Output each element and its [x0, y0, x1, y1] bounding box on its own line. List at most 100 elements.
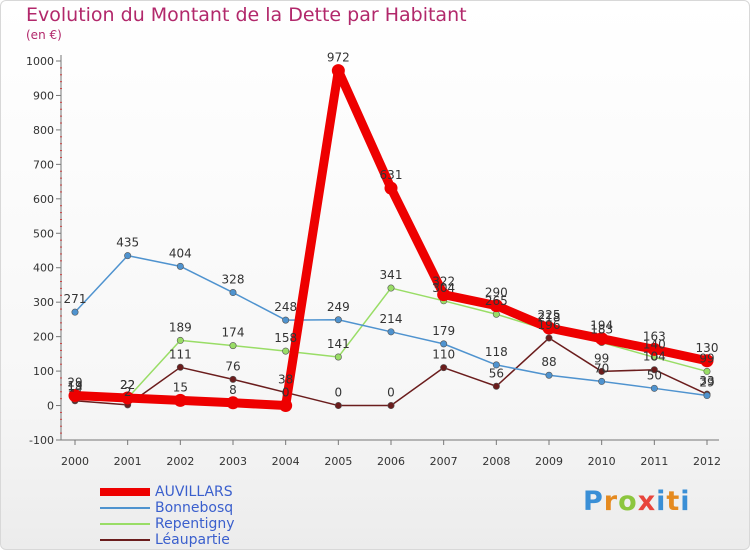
- data-point: [545, 334, 553, 342]
- data-label: 104: [643, 350, 666, 364]
- data-label: 183: [590, 322, 613, 336]
- x-tick-label: 2009: [535, 455, 563, 468]
- data-point: [173, 393, 187, 407]
- x-tick-label: 2002: [166, 455, 194, 468]
- data-label: 196: [538, 318, 561, 332]
- y-tick-label: 300: [33, 296, 54, 309]
- data-point: [384, 181, 398, 195]
- data-label: 158: [274, 331, 297, 345]
- chart-title: Evolution du Montant de la Dette par Hab…: [26, 4, 467, 26]
- x-tick-label: 2000: [61, 455, 89, 468]
- x-tick-label: 2012: [693, 455, 721, 468]
- data-point: [387, 328, 395, 336]
- data-point: [71, 308, 79, 316]
- data-label: 56: [489, 366, 504, 380]
- data-label: 265: [485, 294, 508, 308]
- data-label: 248: [274, 300, 297, 314]
- data-label: 50: [647, 368, 662, 382]
- data-point: [595, 332, 609, 346]
- legend-swatch: [100, 523, 150, 525]
- data-label: 174: [222, 326, 245, 340]
- data-label: 0: [282, 386, 290, 400]
- data-label: 99: [594, 351, 609, 365]
- data-point: [437, 288, 451, 302]
- data-point: [598, 367, 606, 375]
- data-point: [229, 375, 237, 383]
- y-tick-label: -100: [29, 434, 54, 447]
- data-label: 328: [222, 273, 245, 287]
- x-tick-label: 2007: [430, 455, 458, 468]
- data-label: 140: [643, 337, 666, 351]
- legend-item: Repentigny: [100, 516, 360, 532]
- data-point: [440, 364, 448, 372]
- legend-label: Bonnebosq: [155, 500, 234, 516]
- data-label: 0: [387, 386, 395, 400]
- legend-swatch: [100, 507, 150, 509]
- data-point: [334, 402, 342, 410]
- data-point: [387, 284, 395, 292]
- data-label: 631: [380, 168, 403, 182]
- data-label: 972: [327, 51, 350, 65]
- data-label: 14: [67, 381, 82, 395]
- data-label: 404: [169, 246, 192, 260]
- data-label: 8: [229, 383, 237, 397]
- legend-label: Repentigny: [155, 516, 235, 532]
- data-label: 76: [225, 359, 240, 373]
- data-point: [176, 336, 184, 344]
- y-tick-label: 1000: [26, 55, 54, 68]
- y-tick-label: 800: [33, 124, 54, 137]
- data-point: [282, 316, 290, 324]
- legend-item: Léaupartie: [100, 532, 360, 548]
- legend-item: AUVILLARS: [100, 484, 360, 500]
- data-label: 179: [432, 324, 455, 338]
- data-label: 99: [699, 351, 714, 365]
- y-tick-label: 600: [33, 193, 54, 206]
- data-label: 2: [124, 385, 132, 399]
- data-point: [124, 252, 132, 260]
- data-label: 33: [699, 374, 714, 388]
- legend: AUVILLARS Bonnebosq Repentigny Léaupartie: [100, 484, 360, 548]
- data-label: 163: [643, 329, 666, 343]
- x-tick-label: 2006: [377, 455, 405, 468]
- x-tick-label: 2010: [588, 455, 616, 468]
- data-point: [650, 366, 658, 374]
- data-point: [387, 402, 395, 410]
- data-point: [703, 392, 711, 400]
- data-label: 111: [169, 347, 192, 361]
- data-point: [703, 367, 711, 375]
- data-label: 322: [432, 275, 455, 289]
- data-label: 218: [538, 310, 561, 324]
- y-tick-label: 100: [33, 365, 54, 378]
- data-label: 341: [380, 268, 403, 282]
- data-point: [650, 384, 658, 392]
- legend-item: Bonnebosq: [100, 500, 360, 516]
- y-tick-label: 700: [33, 158, 54, 171]
- legend-swatch: [100, 488, 150, 496]
- data-point: [331, 64, 345, 78]
- data-point: [700, 354, 714, 368]
- data-label: 118: [485, 345, 508, 359]
- y-tick-label: 400: [33, 262, 54, 275]
- data-label: 214: [380, 312, 403, 326]
- x-tick-label: 2001: [114, 455, 142, 468]
- y-tick-label: 0: [47, 400, 54, 413]
- data-point: [176, 363, 184, 371]
- data-label: 29: [699, 376, 714, 390]
- data-point: [489, 299, 503, 313]
- data-label: 290: [485, 286, 508, 300]
- data-label: 22: [120, 378, 135, 392]
- data-label: 19: [67, 379, 82, 393]
- data-label: 130: [696, 341, 719, 355]
- data-point: [121, 391, 135, 405]
- x-tick-label: 2003: [219, 455, 247, 468]
- x-tick-label: 2005: [324, 455, 352, 468]
- data-point: [176, 262, 184, 270]
- data-point: [647, 342, 661, 356]
- data-point: [68, 389, 82, 403]
- y-tick-label: 500: [33, 227, 54, 240]
- data-label: 38: [278, 372, 293, 386]
- data-label: 189: [169, 320, 192, 334]
- data-label: 110: [432, 348, 455, 362]
